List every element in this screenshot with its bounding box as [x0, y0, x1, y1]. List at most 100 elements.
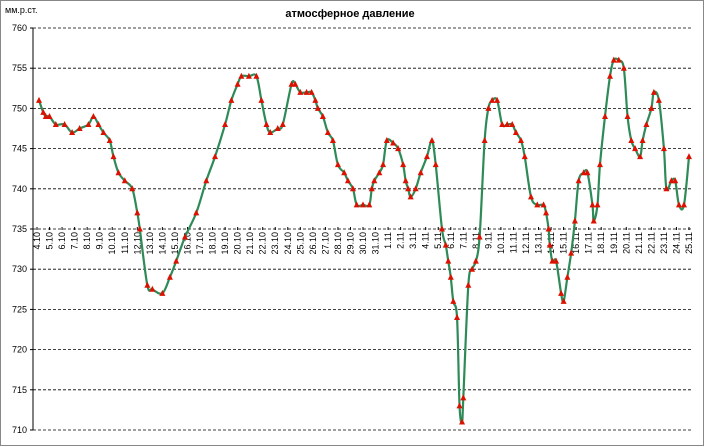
data-point: [400, 161, 407, 168]
data-point: [494, 96, 501, 103]
data-point: [460, 394, 467, 401]
data-point: [469, 265, 476, 272]
x-tick-label: 8.10: [82, 232, 92, 250]
data-point: [686, 153, 692, 160]
x-tick-label: 26.10: [308, 232, 318, 255]
data-point: [553, 257, 560, 264]
data-point: [69, 129, 76, 136]
x-tick-label: 21.10: [245, 232, 255, 255]
data-point: [407, 193, 414, 200]
data-point: [438, 225, 445, 232]
data-point: [504, 120, 511, 127]
data-point: [675, 201, 682, 208]
data-point: [620, 64, 627, 71]
x-tick-label: 5.11: [433, 232, 443, 249]
data-point: [173, 257, 180, 264]
data-point: [568, 249, 575, 256]
x-tick-label: 13.11: [534, 232, 544, 254]
x-tick-label: 28.10: [333, 232, 343, 255]
data-point: [650, 88, 657, 95]
data-point: [447, 273, 454, 280]
data-point: [181, 233, 188, 240]
data-point: [540, 201, 547, 208]
data-point: [349, 185, 356, 192]
data-point: [395, 145, 402, 152]
data-point: [366, 201, 373, 208]
data-point: [558, 289, 565, 296]
data-point: [308, 88, 315, 95]
data-point: [288, 80, 295, 87]
data-point: [228, 96, 235, 103]
data-point: [594, 201, 601, 208]
x-tick-label: 24.11: [671, 232, 681, 254]
data-point: [534, 201, 541, 208]
x-tick-label: 25.11: [684, 232, 694, 254]
y-tick-label: 720: [12, 345, 27, 355]
y-tick-label: 760: [12, 23, 27, 33]
data-point: [668, 177, 675, 184]
data-point: [144, 281, 151, 288]
data-point: [450, 297, 457, 304]
x-tick-label: 12.10: [132, 232, 142, 255]
data-point: [46, 112, 53, 119]
data-point: [459, 418, 466, 425]
data-point: [412, 185, 419, 192]
x-tick-label: 22.10: [258, 232, 268, 255]
x-tick-label: 18.11: [596, 232, 606, 254]
data-point: [90, 112, 97, 119]
data-point: [564, 273, 571, 280]
x-tick-label: 19.11: [609, 232, 619, 254]
data-point: [136, 225, 143, 232]
data-point: [85, 120, 92, 127]
data-point: [390, 139, 397, 146]
data-point: [303, 88, 310, 95]
data-point: [334, 161, 341, 168]
data-point: [615, 56, 622, 63]
data-point: [234, 80, 241, 87]
data-point: [571, 217, 578, 224]
data-point: [245, 72, 252, 79]
x-tick-label: 1.11: [383, 232, 393, 249]
x-tick-label: 20.11: [621, 232, 631, 254]
data-point: [442, 241, 449, 248]
x-tick-label: 4.10: [32, 232, 42, 250]
data-point: [253, 72, 260, 79]
y-tick-label: 750: [12, 103, 27, 113]
data-point: [584, 169, 591, 176]
data-point: [528, 193, 535, 200]
data-point: [423, 153, 430, 160]
data-point: [417, 169, 424, 176]
x-tick-label: 7.11: [458, 232, 468, 249]
x-tick-label: 2.11: [396, 232, 406, 249]
x-tick-label: 14.11: [546, 232, 556, 254]
data-point: [371, 177, 378, 184]
data-point: [432, 161, 439, 168]
data-point: [589, 201, 596, 208]
data-point: [344, 177, 351, 184]
data-point: [580, 169, 587, 176]
data-point: [499, 120, 506, 127]
data-point: [481, 137, 488, 144]
data-point: [263, 120, 270, 127]
x-tick-label: 6.10: [57, 232, 67, 250]
data-point: [36, 96, 43, 103]
data-point: [115, 169, 122, 176]
x-tick-label: 14.10: [157, 232, 167, 255]
data-point: [267, 129, 274, 136]
data-point: [405, 185, 412, 192]
x-tick-label: 12.11: [521, 232, 531, 254]
data-point: [476, 233, 483, 240]
data-point: [402, 177, 409, 184]
data-point: [521, 153, 528, 160]
data-point: [512, 129, 519, 136]
x-tick-label: 18.10: [208, 232, 218, 255]
data-point: [212, 153, 219, 160]
x-tick-label: 6.11: [446, 232, 456, 249]
x-tick-label: 25.10: [295, 232, 305, 255]
data-point: [383, 137, 390, 144]
x-tick-label: 17.10: [195, 232, 205, 255]
data-point: [610, 56, 617, 63]
data-point: [274, 125, 281, 131]
x-tick-label: 15.10: [170, 232, 180, 255]
